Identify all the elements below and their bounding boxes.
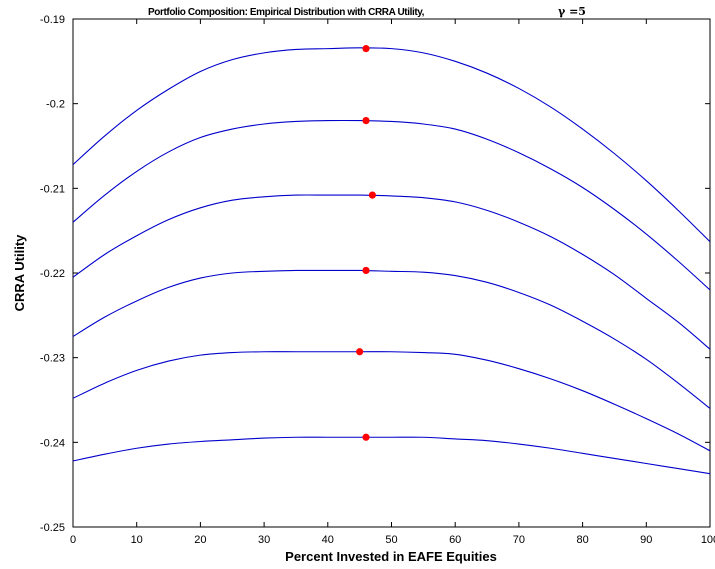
y-tick-label: -0.22 [40, 268, 65, 280]
chart-title: Portfolio Composition: Empirical Distrib… [148, 7, 425, 18]
series-line-5 [72, 351, 711, 452]
y-tick-label: -0.19 [40, 14, 65, 26]
optimum-markers [356, 45, 376, 441]
series-line-1 [72, 47, 711, 243]
y-axis-label: CRRA Utility [12, 234, 27, 312]
x-tick-label: 60 [449, 534, 461, 546]
x-tick-label: 40 [322, 534, 334, 546]
plot-area-frame [72, 18, 711, 528]
series-line-2 [72, 119, 711, 291]
series-line-3 [72, 194, 711, 350]
optimum-marker-4 [362, 266, 370, 275]
x-tick-label: 80 [576, 534, 588, 546]
y-tick-label: -0.2 [46, 99, 65, 111]
optimum-marker-5 [356, 348, 364, 356]
x-tick-label: 70 [513, 534, 525, 546]
optimum-marker-6 [362, 433, 370, 441]
x-tick-label: 30 [258, 534, 270, 546]
y-tick-label: -0.25 [40, 522, 65, 534]
series-lines [72, 47, 711, 475]
x-tick-label: 10 [131, 534, 143, 546]
x-tick-label: 50 [385, 534, 397, 546]
optimum-marker-3 [368, 191, 376, 199]
tick-group: 0 10 20 30 40 50 60 70 80 90 100 -0.25 -0.24 -0.23 -0.… [40, 14, 715, 546]
chart-title-gamma: γ =5 [558, 5, 586, 18]
x-tick-label: 100 [701, 534, 715, 546]
y-tick-label: -0.24 [40, 437, 65, 449]
optimum-marker-2 [362, 117, 370, 125]
x-tick-label: 20 [194, 534, 206, 546]
y-tick-label: -0.21 [40, 183, 65, 195]
x-tick-label: 90 [640, 534, 652, 546]
series-line-6 [72, 436, 711, 475]
series-line-4 [72, 269, 711, 409]
x-axis-label: Percent Invested in EAFE Equities [285, 549, 497, 564]
x-tick-label: 0 [70, 534, 76, 546]
optimum-marker-1 [362, 45, 370, 53]
y-tick-label: -0.23 [40, 353, 65, 365]
